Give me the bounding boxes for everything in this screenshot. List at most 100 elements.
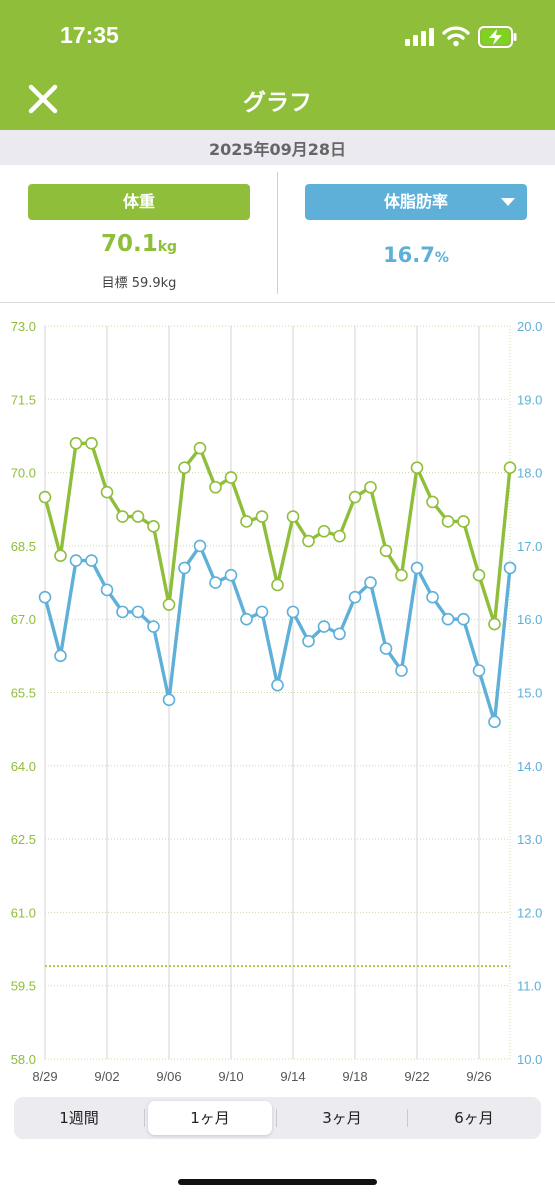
- left-axis-tick-label: 61.0: [11, 905, 36, 920]
- period-tab-1week[interactable]: 1週間: [59, 1109, 99, 1127]
- left-axis-tick-label: 65.5: [11, 686, 36, 701]
- close-icon: [28, 84, 58, 114]
- x-axis-tick-label: 9/10: [218, 1069, 243, 1084]
- weight-series-point: [147, 520, 160, 533]
- right-axis-tick-label: 10.0: [517, 1052, 542, 1067]
- weight-series-point: [178, 461, 191, 475]
- close-button[interactable]: [22, 80, 66, 120]
- bodyfat-series-point: [395, 664, 408, 677]
- page-title: グラフ: [243, 90, 312, 116]
- weight-series-point: [116, 510, 129, 523]
- date-bar: [0, 130, 555, 165]
- bodyfat-series-point: [410, 561, 424, 575]
- bodyfat-series-point: [85, 554, 98, 567]
- body-fat-select[interactable]: 体脂肪率: [305, 184, 527, 220]
- left-axis-tick-label: 59.5: [11, 979, 36, 994]
- bodyfat-series-point: [147, 620, 160, 633]
- bodyfat-series-line: [43, 544, 512, 724]
- weight-series-point: [224, 471, 238, 484]
- weight-tab[interactable]: 体重: [28, 184, 250, 220]
- weight-series-line: [43, 441, 512, 626]
- period-tab-3months[interactable]: 3ヶ月: [322, 1109, 362, 1127]
- right-axis-tick-label: 14.0: [517, 759, 542, 774]
- period-tab-6months[interactable]: 6ヶ月: [454, 1109, 494, 1127]
- weight-series-point: [426, 495, 439, 509]
- bodyfat-series-point: [302, 634, 315, 648]
- bodyfat-series-point: [38, 590, 52, 604]
- bodyfat-series-point: [162, 693, 176, 707]
- wifi-icon: [442, 26, 470, 47]
- bodyfat-series-point: [69, 554, 83, 567]
- bodyfat-series-point: [317, 620, 331, 633]
- home-indicator: [178, 1179, 377, 1185]
- left-axis-tick-label: 58.0: [11, 1052, 36, 1067]
- right-axis-tick-label: 20.0: [517, 319, 542, 334]
- weight-value-row: 70.1kg: [28, 231, 250, 257]
- status-time: 17:35: [60, 22, 119, 48]
- bodyfat-series-point: [457, 612, 470, 626]
- bodyfat-series-point: [224, 568, 238, 582]
- weight-series-point: [162, 598, 176, 611]
- bodyfat-series-point: [488, 715, 501, 729]
- weight-series-point: [348, 490, 362, 504]
- body-fat-value: 16.7: [383, 243, 435, 267]
- bodyfat-series-point: [209, 576, 222, 589]
- right-axis-tick-label: 12.0: [517, 905, 542, 920]
- date-label: 2025年09月28日: [208, 140, 347, 159]
- x-axis-tick-label: 9/26: [466, 1069, 491, 1084]
- bodyfat-series-point: [271, 678, 284, 692]
- left-axis-tick-label: 71.5: [11, 392, 36, 407]
- weight-series-point: [131, 510, 145, 523]
- bodyfat-series-point: [426, 590, 439, 604]
- bodyfat-series-point: [255, 605, 269, 619]
- signal-icon: [405, 28, 434, 46]
- x-axis-tick-label: 9/14: [280, 1069, 305, 1084]
- bodyfat-series-point: [364, 576, 377, 589]
- right-axis-tick-label: 15.0: [517, 686, 542, 701]
- period-divider: [144, 1109, 145, 1127]
- weight-series-point: [317, 524, 331, 538]
- weight-series-point: [38, 490, 52, 504]
- bodyfat-series-point: [503, 561, 517, 575]
- weight-series-point: [193, 441, 207, 455]
- left-axis-tick-label: 70.0: [11, 466, 36, 481]
- body-fat-value-row: 16.7%: [305, 243, 527, 267]
- weight-series-point: [85, 436, 98, 450]
- bodyfat-series-point: [472, 664, 486, 677]
- right-axis-tick-label: 11.0: [517, 979, 541, 994]
- weight-series-point: [271, 578, 284, 592]
- bodyfat-series-point: [100, 583, 114, 597]
- right-axis-tick-label: 17.0: [517, 539, 542, 554]
- bodyfat-series-point: [379, 642, 393, 655]
- body-fat-unit: %: [434, 250, 449, 266]
- bodyfat-series-point: [178, 561, 191, 575]
- right-axis-tick-label: 18.0: [517, 466, 542, 481]
- weight-series-point: [333, 529, 346, 543]
- x-axis-tick-label: 9/02: [94, 1069, 119, 1084]
- period-divider: [407, 1109, 408, 1127]
- x-axis-tick-label: 9/22: [404, 1069, 429, 1084]
- weight-series-point: [302, 534, 315, 548]
- bodyfat-series-point: [348, 590, 362, 604]
- weight-series-point: [457, 515, 470, 528]
- weight-series-point: [472, 568, 486, 582]
- left-axis-tick-label: 64.0: [11, 759, 36, 774]
- weight-series-point: [240, 515, 253, 528]
- battery-icon: [478, 26, 517, 48]
- weight-target: 目標 59.9kg: [101, 276, 177, 291]
- left-axis-tick-label: 68.5: [11, 539, 36, 554]
- weight-series-point: [54, 549, 67, 562]
- right-axis-tick-label: 13.0: [517, 832, 542, 847]
- period-divider: [276, 1109, 277, 1127]
- panel-divider: [277, 172, 278, 294]
- nav-bar: [0, 75, 555, 130]
- period-selector: 1週間 1ヶ月 3ヶ月 6ヶ月: [14, 1097, 541, 1139]
- weight-series-point: [255, 510, 269, 523]
- left-axis-tick-label: 62.5: [11, 832, 36, 847]
- weight-series-point: [209, 480, 222, 494]
- chevron-down-icon: [501, 198, 515, 206]
- bodyfat-series-point: [333, 627, 346, 641]
- weight-series-point: [286, 510, 300, 523]
- period-tab-1month[interactable]: 1ヶ月: [148, 1101, 272, 1135]
- bodyfat-series-point: [441, 612, 455, 626]
